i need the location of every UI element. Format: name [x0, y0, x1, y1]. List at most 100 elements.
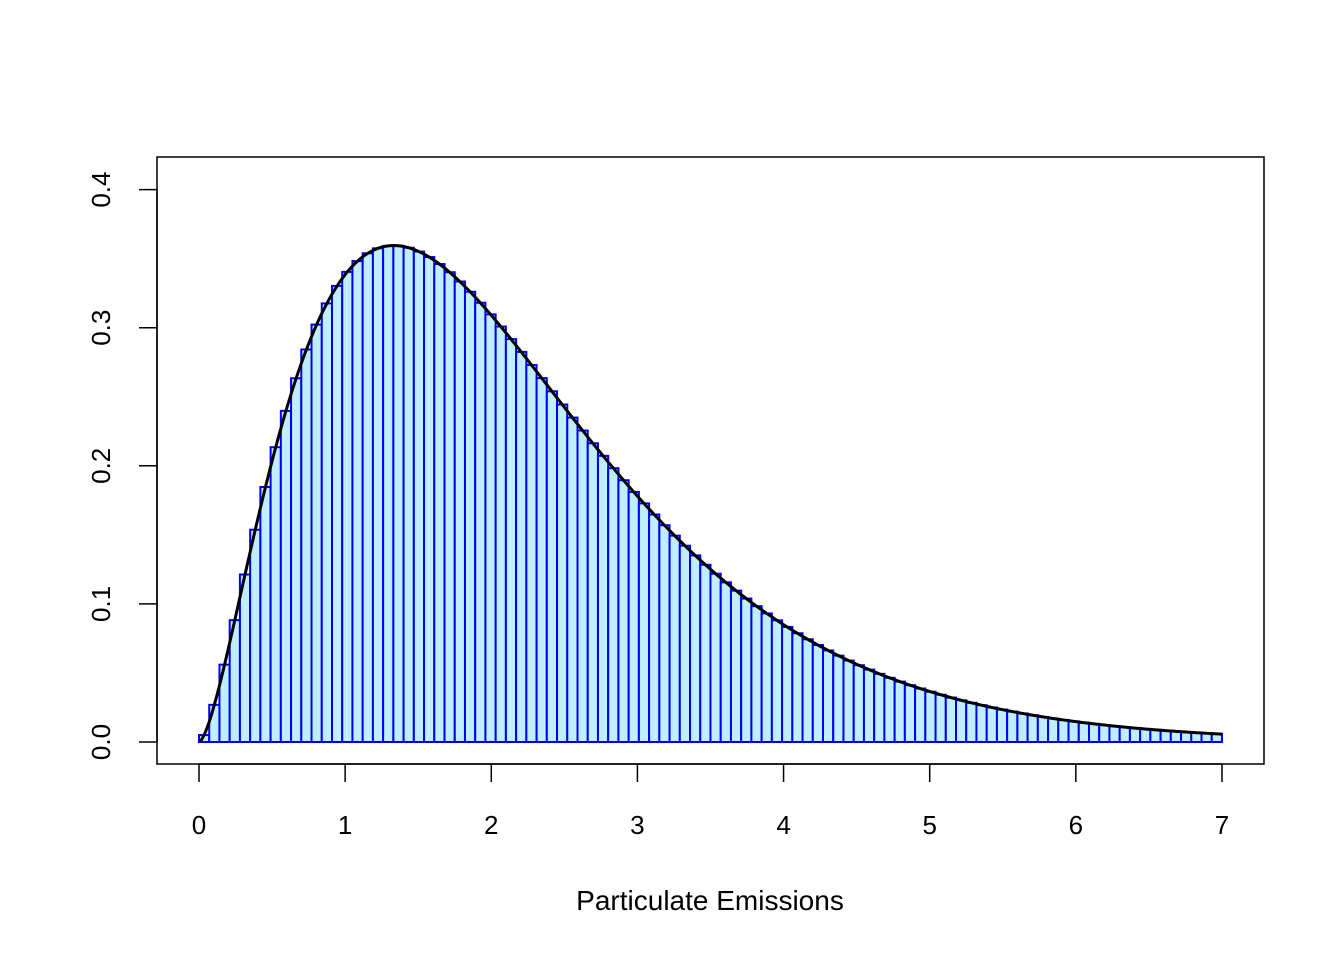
- histogram-bar: [903, 684, 917, 744]
- histogram-bar: [832, 654, 845, 744]
- y-tick-label: 0.1: [86, 586, 116, 622]
- histogram-bar: [801, 638, 814, 743]
- histogram-bar: [1057, 718, 1070, 744]
- x-axis-title: Particulate Emissions: [576, 885, 844, 916]
- histogram-bar: [249, 528, 262, 744]
- histogram-bar: [781, 625, 794, 743]
- histogram-bar: [208, 703, 221, 744]
- histogram-bar: [474, 301, 487, 743]
- histogram-bar: [238, 573, 252, 744]
- histogram-bar: [423, 256, 436, 743]
- histogram-bar: [893, 680, 906, 744]
- histogram-bar: [811, 644, 825, 744]
- histogram-bar: [484, 313, 497, 743]
- histogram-bar: [576, 429, 589, 743]
- histogram-bar: [545, 390, 559, 743]
- y-tick-label: 0.2: [86, 448, 116, 484]
- histogram-bar: [402, 246, 415, 743]
- x-tick-label: 1: [338, 810, 352, 840]
- histogram-bar: [975, 704, 988, 743]
- histogram-bar: [433, 263, 446, 743]
- histogram-bar: [934, 693, 947, 743]
- histogram-bar: [965, 701, 978, 743]
- histogram-bar: [791, 632, 804, 744]
- histogram-bar: [955, 699, 968, 743]
- x-tick-label: 6: [1069, 810, 1083, 840]
- histogram-bar: [719, 581, 732, 743]
- histogram-bar: [535, 377, 548, 743]
- histogram-bar: [648, 513, 661, 743]
- y-tick-label: 0.4: [86, 172, 116, 208]
- x-tick-label: 5: [922, 810, 936, 840]
- histogram-bar: [463, 290, 477, 743]
- histogram-bar: [637, 502, 651, 743]
- x-axis: 0 1 2 3 4 5 6 7: [192, 763, 1229, 840]
- histogram-bar: [822, 649, 835, 744]
- histogram-bar: [852, 664, 865, 744]
- histogram-bar: [617, 479, 630, 743]
- histogram-bar: [300, 348, 313, 743]
- histogram-bar: [330, 284, 344, 743]
- histogram-bar: [279, 409, 293, 743]
- histogram-bar: [556, 403, 569, 743]
- histogram-bar: [1026, 714, 1039, 743]
- histogram-bar: [760, 612, 773, 743]
- histogram-bar: [596, 454, 610, 743]
- histogram-bar: [862, 668, 876, 744]
- histogram-bar: [1087, 722, 1101, 744]
- histogram-bar: [1128, 727, 1142, 744]
- histogram-bar: [341, 270, 354, 743]
- histogram-bar: [351, 260, 364, 743]
- histogram-bar: [1006, 710, 1019, 744]
- histogram-bar: [494, 325, 507, 743]
- histogram-bar: [310, 323, 323, 743]
- histogram-bar: [699, 563, 712, 744]
- y-tick-label: 0.3: [86, 310, 116, 346]
- histogram-bar: [1149, 728, 1162, 744]
- x-tick-label: 0: [192, 810, 206, 840]
- histogram-bar: [709, 572, 722, 743]
- histogram-bar: [873, 672, 886, 744]
- histogram-bar: [770, 619, 784, 743]
- histogram-bar: [515, 350, 528, 743]
- histogram-bar: [361, 252, 374, 744]
- histogram-bar: [566, 416, 579, 743]
- histogram-bar: [1047, 717, 1060, 743]
- x-tick-label: 2: [484, 810, 498, 840]
- x-tick-label: 3: [630, 810, 644, 840]
- histogram-bar: [371, 247, 385, 743]
- histogram-bar: [269, 446, 282, 743]
- histogram-bar: [1118, 726, 1131, 744]
- histogram-bar: [750, 605, 763, 743]
- histogram-bar: [678, 544, 692, 743]
- histogram-bar: [586, 442, 599, 743]
- histogram-bar: [1067, 720, 1080, 744]
- histogram-bar: [729, 589, 743, 744]
- histogram-bar: [1077, 721, 1090, 744]
- histogram-bar: [1098, 724, 1111, 744]
- x-tick-label: 4: [776, 810, 790, 840]
- histogram-bar: [290, 377, 303, 743]
- histogram-bar: [842, 659, 855, 743]
- histogram-bar: [1108, 725, 1121, 743]
- histogram-bars: [198, 244, 1223, 744]
- histogram-bar: [382, 244, 395, 743]
- histogram-bar: [740, 597, 753, 743]
- histogram-bar: [607, 467, 620, 743]
- histogram-bar: [1036, 715, 1050, 744]
- histogram-bar: [985, 706, 998, 744]
- y-axis: 0.0 0.1 0.2 0.3 0.4: [86, 172, 158, 760]
- histogram-bar: [883, 676, 896, 743]
- histogram-bar: [914, 687, 927, 744]
- histogram-bar: [627, 490, 640, 743]
- histogram-bar: [1139, 727, 1152, 743]
- x-tick-label: 7: [1215, 810, 1229, 840]
- histogram-bar: [453, 280, 466, 743]
- histogram-bar: [525, 363, 538, 743]
- histogram-bar: [658, 524, 671, 744]
- histogram-bar: [259, 486, 272, 743]
- histogram-bar: [944, 696, 958, 743]
- y-tick-label: 0.0: [86, 724, 116, 760]
- density-curve: [197, 244, 1223, 744]
- histogram-bar: [320, 302, 333, 743]
